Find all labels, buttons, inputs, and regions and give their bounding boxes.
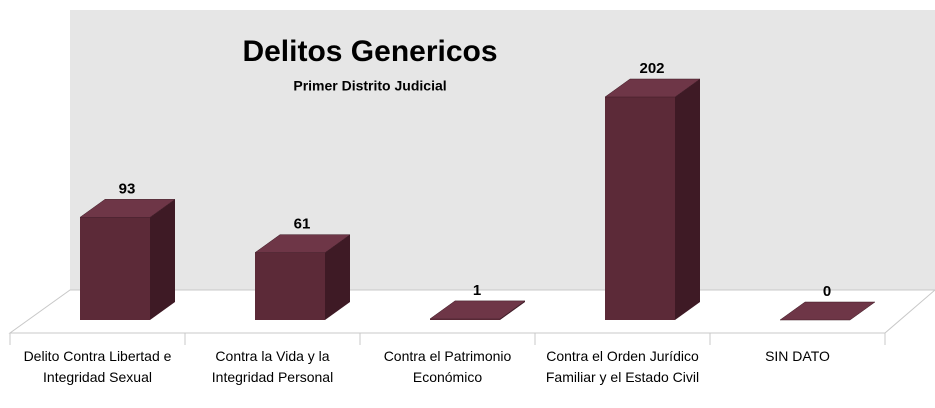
value-label: 93 bbox=[119, 180, 136, 197]
bar-side bbox=[150, 199, 175, 320]
x-tick-label: Contra el Patrimonio Económico bbox=[383, 348, 512, 385]
value-label: 61 bbox=[294, 216, 311, 233]
value-label: 0 bbox=[823, 283, 831, 300]
x-tick-label: Delito Contra Libertad e Integridad Sexu… bbox=[23, 348, 172, 385]
bar-side bbox=[325, 234, 350, 320]
bar-top bbox=[779, 301, 876, 321]
bar bbox=[779, 301, 876, 321]
bar-front bbox=[255, 252, 325, 320]
bar-side bbox=[675, 79, 700, 320]
bar-top bbox=[79, 199, 176, 218]
bar bbox=[604, 78, 701, 320]
bar bbox=[79, 199, 176, 320]
chart-subtitle: Primer Distrito Judicial bbox=[293, 78, 446, 94]
x-tick-label: Contra el Orden Jurídico Familiar y el E… bbox=[545, 348, 700, 385]
bar-front bbox=[430, 318, 500, 320]
value-label: 1 bbox=[473, 282, 481, 299]
bar-front bbox=[80, 217, 150, 320]
bar-top bbox=[429, 300, 526, 320]
bar-front bbox=[605, 97, 675, 320]
x-tick-label: Contra la Vida y la Integridad Personal bbox=[211, 348, 334, 385]
bar-top bbox=[254, 234, 351, 253]
back-wall bbox=[70, 10, 935, 290]
bar bbox=[254, 234, 351, 320]
x-tick-label: SIN DATO bbox=[765, 348, 830, 364]
chart-title: Delitos Genericos bbox=[242, 35, 497, 68]
bar bbox=[429, 300, 526, 320]
bar-top bbox=[604, 78, 701, 98]
value-label: 202 bbox=[639, 60, 664, 77]
